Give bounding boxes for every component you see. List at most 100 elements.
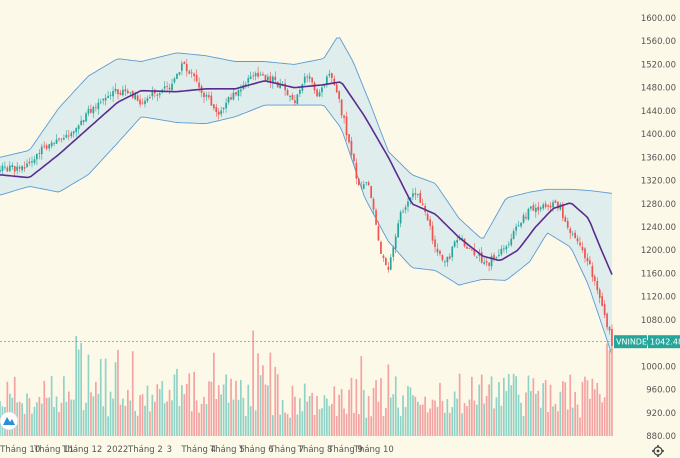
- volume-bar: [510, 385, 513, 436]
- candle-body: [552, 202, 554, 208]
- candle-body: [544, 203, 547, 208]
- candle-body: [389, 257, 392, 270]
- candle-body: [213, 104, 215, 109]
- candle-body: [225, 102, 227, 109]
- volume-bar: [227, 402, 230, 436]
- candle-body: [566, 220, 569, 228]
- volume-bar: [289, 417, 291, 436]
- volume-bar: [345, 413, 348, 436]
- volume-bar: [490, 376, 493, 436]
- candle-body: [139, 99, 141, 105]
- volume-bar: [311, 392, 313, 436]
- candle-body: [377, 226, 380, 241]
- x-tick-label: 3: [167, 445, 172, 455]
- volume-bar: [99, 358, 102, 436]
- candle-body: [188, 71, 191, 74]
- volume-bar: [456, 398, 458, 436]
- candle-body: [537, 206, 540, 211]
- volume-bar: [21, 403, 23, 436]
- volume-bar: [85, 402, 87, 436]
- volume-bar: [198, 412, 200, 436]
- volume-bar: [77, 349, 80, 436]
- volume-bar: [117, 349, 119, 436]
- volume-bar: [340, 389, 343, 436]
- volume-bar: [483, 403, 485, 436]
- volume-bar: [173, 374, 176, 436]
- candle-body: [289, 95, 291, 97]
- volume-bar: [139, 395, 141, 436]
- candle-body: [129, 92, 132, 94]
- candle-body: [190, 72, 193, 74]
- candle-body: [316, 89, 318, 97]
- volume-bar: [488, 384, 490, 436]
- brand-logo-icon[interactable]: [0, 411, 19, 431]
- candle-body: [176, 73, 178, 79]
- candle-body: [355, 162, 358, 179]
- candle-body: [134, 93, 136, 100]
- candle-body: [453, 241, 456, 247]
- candle-body: [257, 72, 259, 77]
- candle-body: [367, 182, 370, 185]
- volume-bar: [276, 374, 279, 436]
- candle-body: [291, 95, 294, 100]
- volume-bar: [348, 389, 350, 436]
- volume-bar: [355, 379, 358, 436]
- volume-bar: [338, 394, 340, 436]
- volume-bar: [412, 395, 414, 436]
- candle-body: [183, 62, 186, 64]
- volume-bar: [362, 390, 365, 436]
- candle-body: [512, 231, 515, 240]
- volume-bar: [178, 406, 181, 436]
- volume-bar: [409, 387, 412, 436]
- volume-bar: [370, 416, 372, 436]
- candle-body: [498, 255, 500, 256]
- volume-bar: [380, 378, 382, 436]
- candle-body: [208, 95, 210, 98]
- candle-body: [240, 89, 242, 92]
- volume-bar: [461, 413, 463, 436]
- price-axis[interactable]: 1600.00 1560.00 1520.00 1480.00 1440.00 1400.…: [641, 14, 676, 442]
- volume-bar: [414, 396, 417, 436]
- candle-body: [193, 73, 195, 77]
- y-tick-label: 1000.00: [641, 362, 676, 372]
- volume-bar: [515, 376, 517, 436]
- volume-bar: [90, 392, 92, 436]
- volume-bar: [478, 384, 481, 436]
- volume-bar: [448, 413, 451, 436]
- candle-body: [68, 135, 70, 137]
- candle-body: [210, 95, 213, 106]
- volume-bar: [45, 397, 48, 436]
- x-tick-label: Tháng 5: [209, 445, 245, 455]
- volume-bar: [537, 390, 540, 436]
- candle-body: [576, 238, 579, 242]
- candle-body: [306, 76, 309, 78]
- candle-body: [195, 75, 198, 82]
- candle-body: [584, 248, 586, 259]
- candle-body: [434, 239, 436, 248]
- volume-layer: [0, 330, 613, 436]
- volume-bar: [444, 412, 446, 436]
- volume-bar: [240, 379, 242, 436]
- volume-bar: [436, 406, 439, 436]
- volume-bar: [158, 389, 161, 436]
- volume-bar: [80, 342, 82, 436]
- price-tag[interactable]: VNINDEX 1042.48: [614, 335, 680, 349]
- symbol-tag-bg: [614, 335, 647, 349]
- volume-bar: [274, 366, 277, 436]
- candle-body: [279, 83, 281, 89]
- candle-body: [554, 200, 557, 203]
- candle-body: [323, 84, 326, 87]
- gear-icon[interactable]: [652, 445, 664, 457]
- candle-body: [311, 77, 313, 83]
- volume-bar: [439, 382, 441, 436]
- volume-bar: [576, 404, 579, 436]
- volume-bar: [353, 412, 355, 436]
- volume-bar: [584, 376, 586, 436]
- candle-body: [517, 225, 520, 227]
- volume-bar: [542, 383, 544, 436]
- y-tick-label: 960.00: [646, 386, 676, 396]
- volume-bar: [525, 392, 527, 436]
